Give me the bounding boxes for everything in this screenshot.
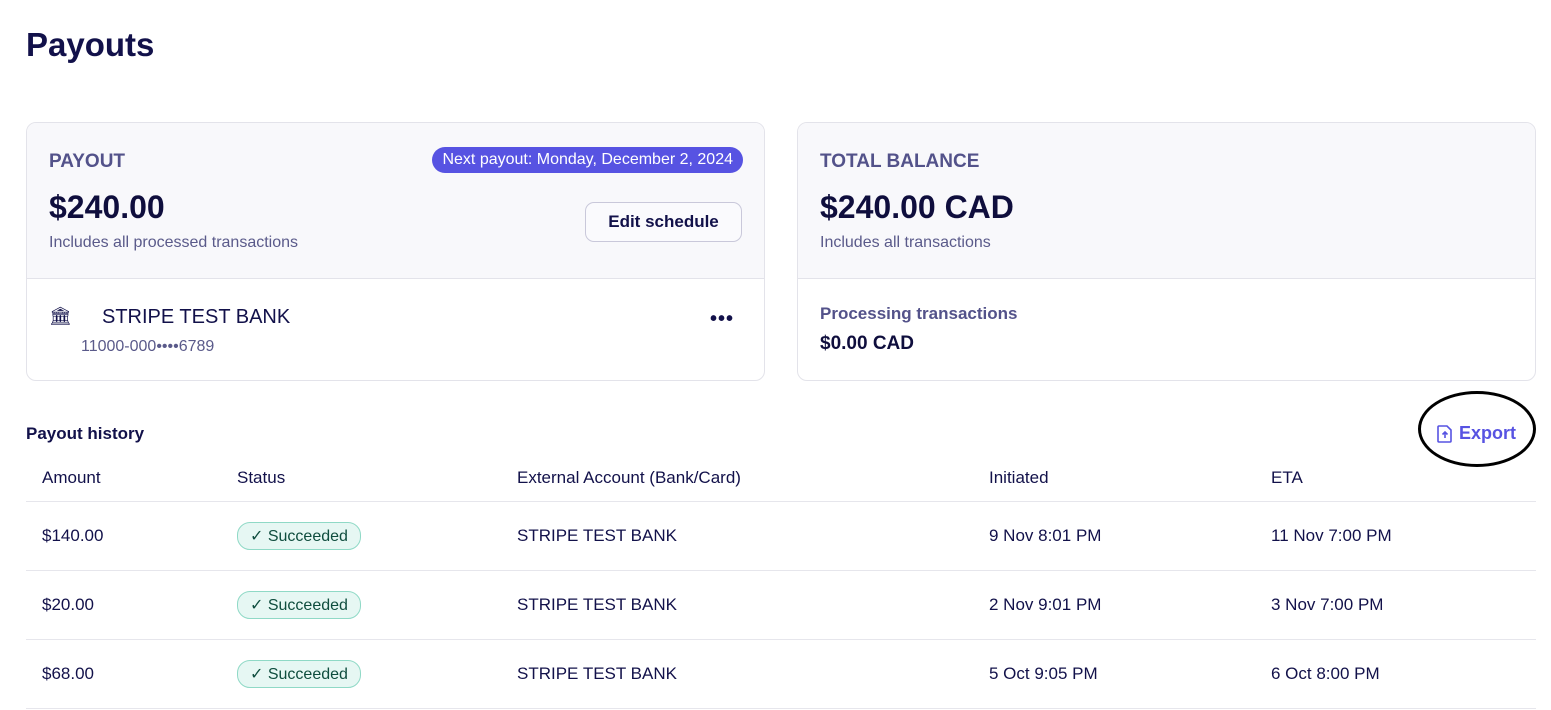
balance-label: TOTAL BALANCE [820, 151, 980, 172]
initiated-cell: 5 Oct 9:05 PM [989, 664, 1098, 683]
processing-label: Processing transactions [820, 304, 1018, 323]
edit-schedule-button[interactable]: Edit schedule [585, 202, 742, 242]
account-cell: STRIPE TEST BANK [517, 595, 677, 614]
next-payout-badge: Next payout: Monday, December 2, 2024 [432, 147, 743, 173]
bank-account-number: 11000-000••••6789 [81, 338, 215, 355]
payout-amount: $240.00 [49, 189, 165, 225]
balance-subtitle: Includes all transactions [820, 234, 991, 251]
payout-card: PAYOUT Next payout: Monday, December 2, … [26, 122, 765, 381]
amount-cell: $140.00 [42, 526, 104, 545]
check-icon: ✓ [250, 666, 268, 683]
bank-icon: 🏛 [49, 306, 72, 326]
processing-amount: $0.00 CAD [820, 333, 914, 354]
check-icon: ✓ [250, 528, 268, 545]
page-title: Payouts [26, 26, 155, 63]
amount-cell: $20.00 [42, 595, 94, 614]
column-header: Status [237, 468, 286, 487]
column-header: External Account (Bank/Card) [517, 468, 741, 487]
eta-cell: 6 Oct 8:00 PM [1271, 664, 1380, 683]
status-text: Succeeded [267, 528, 348, 545]
status-text: Succeeded [267, 666, 348, 683]
status-badge: ✓ Succeeded [237, 522, 361, 550]
account-cell: STRIPE TEST BANK [517, 526, 677, 545]
eta-cell: 11 Nov 7:00 PM [1271, 526, 1392, 545]
bank-name: STRIPE TEST BANK [102, 306, 291, 328]
payout-subtitle: Includes all processed transactions [49, 234, 299, 251]
table-row[interactable]: $68.00 ✓ Succeeded STRIPE TEST BANK 5 Oc… [26, 640, 1536, 709]
more-options-icon[interactable]: ••• [709, 308, 734, 330]
column-header: Amount [42, 468, 101, 487]
check-icon: ✓ [250, 597, 268, 614]
table-row[interactable]: $140.00 ✓ Succeeded STRIPE TEST BANK 9 N… [26, 502, 1536, 571]
account-cell: STRIPE TEST BANK [517, 664, 677, 683]
table-header: Amount Status External Account (Bank/Car… [26, 455, 1536, 502]
export-label: Export [1459, 423, 1517, 443]
eta-cell: 3 Nov 7:00 PM [1271, 595, 1384, 614]
column-header: Initiated [989, 468, 1049, 487]
payout-history-table: Amount Status External Account (Bank/Car… [26, 455, 1536, 709]
file-export-icon [1437, 424, 1452, 443]
balance-amount: $240.00 CAD [820, 189, 1014, 225]
table-row[interactable]: $20.00 ✓ Succeeded STRIPE TEST BANK 2 No… [26, 571, 1536, 640]
status-badge: ✓ Succeeded [237, 591, 361, 619]
status-badge: ✓ Succeeded [237, 660, 361, 688]
payout-history-title: Payout history [26, 424, 145, 443]
status-text: Succeeded [267, 597, 348, 614]
balance-card: TOTAL BALANCE $240.00 CAD Includes all t… [797, 122, 1536, 381]
initiated-cell: 2 Nov 9:01 PM [989, 595, 1102, 614]
column-header: ETA [1271, 468, 1303, 487]
payout-label: PAYOUT [49, 151, 126, 172]
initiated-cell: 9 Nov 8:01 PM [989, 526, 1102, 545]
amount-cell: $68.00 [42, 664, 94, 683]
export-button[interactable]: Export [1437, 423, 1516, 444]
